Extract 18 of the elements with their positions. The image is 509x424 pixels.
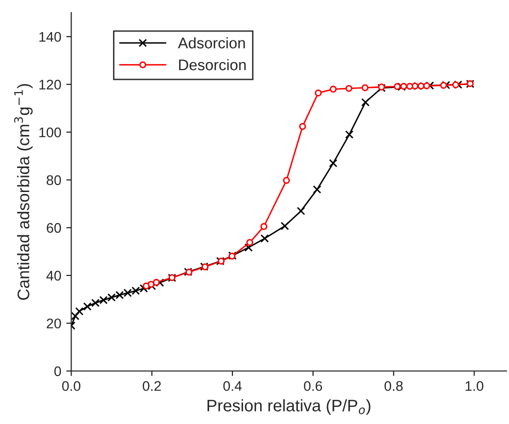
y-tick-label: 120 bbox=[39, 80, 61, 90]
x-tick-label: 1.0 bbox=[466, 381, 484, 391]
x-tick-label: 0.6 bbox=[304, 381, 322, 391]
legend-label: Adsorcion bbox=[178, 37, 245, 48]
x-tick-label: 0.4 bbox=[223, 381, 242, 391]
y-tick-label: 100 bbox=[39, 127, 61, 138]
y-tick-label: 40 bbox=[46, 270, 61, 281]
x-tick-label: 0.2 bbox=[142, 381, 161, 391]
y-tick-label: 140 bbox=[39, 32, 61, 42]
x-tick-label: 0.8 bbox=[384, 381, 403, 391]
x-tick-label: 0.0 bbox=[62, 381, 80, 391]
y-tick-label: 20 bbox=[46, 318, 61, 328]
y-tick-label: 80 bbox=[46, 175, 61, 186]
y-axis-title: Cantidad adsorbida (cm$^{3}$g$^{−1}$) bbox=[14, 84, 33, 300]
y-tick-label: 60 bbox=[46, 223, 61, 233]
legend-label: Desorcion bbox=[179, 59, 246, 70]
x-axis-title: Presion relativa (P/P$_{o}$) bbox=[208, 399, 370, 415]
y-tick-label: 0 bbox=[54, 366, 61, 376]
